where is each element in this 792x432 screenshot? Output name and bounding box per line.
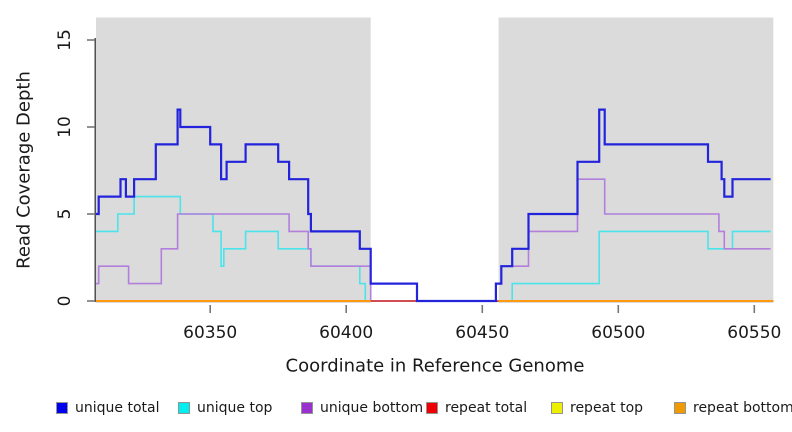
- legend-item-unique-top: unique top: [178, 400, 273, 416]
- y-axis-title: Read Coverage Depth: [13, 71, 35, 269]
- masked-region-rect: [498, 17, 774, 303]
- y-tick-label: 5: [55, 209, 75, 220]
- x-axis-title: Coordinate in Reference Genome: [285, 355, 585, 377]
- legend-item-unique-bottom: unique bottom: [301, 400, 424, 416]
- legend-swatch-icon: [56, 402, 68, 414]
- x-tick-label: 60450: [455, 323, 509, 343]
- legend-item-repeat-bottom: repeat bottom: [674, 400, 792, 416]
- line-unique-total: [96, 108, 771, 303]
- legend-swatch-icon: [551, 402, 563, 414]
- legend-label: repeat bottom: [693, 400, 792, 416]
- legend-swatch-icon: [674, 402, 686, 414]
- legend-label: unique top: [197, 400, 273, 416]
- line-unique-top: [96, 195, 771, 302]
- masked-region-rect: [96, 17, 371, 303]
- legend-swatch-icon: [301, 402, 313, 414]
- legend-item-unique-total: unique total: [56, 400, 160, 416]
- y-tick-label: 10: [55, 116, 75, 138]
- legend-label: unique bottom: [320, 400, 424, 416]
- y-tick-label: 15: [55, 29, 75, 51]
- legend-item-repeat-total: repeat total: [426, 400, 528, 416]
- legend-label: repeat total: [445, 400, 528, 416]
- x-tick-label: 60350: [183, 323, 237, 343]
- legend-swatch-icon: [178, 402, 190, 414]
- legend-label: unique total: [75, 400, 160, 416]
- legend-item-repeat-top: repeat top: [551, 400, 644, 416]
- x-tick-label: 60400: [319, 323, 373, 343]
- x-tick-label: 60500: [591, 323, 645, 343]
- y-tick-label: 0: [55, 296, 75, 307]
- legend-swatch-icon: [426, 402, 438, 414]
- x-tick-label: 60550: [727, 323, 781, 343]
- legend-label: repeat top: [570, 400, 644, 416]
